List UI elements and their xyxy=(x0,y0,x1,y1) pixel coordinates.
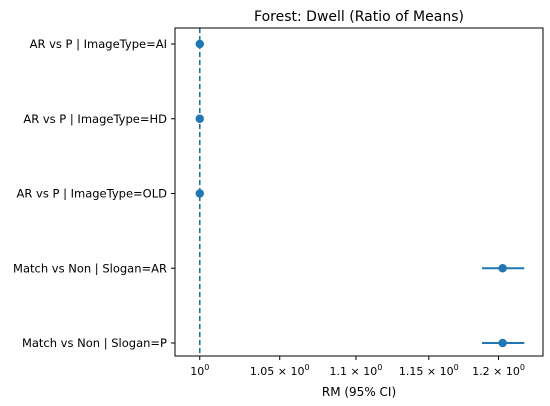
x-tick-label-0: 100 xyxy=(190,363,209,378)
estimate-point-0 xyxy=(195,39,204,49)
row-label-4: Match vs Non | Slogan=P xyxy=(22,336,167,350)
estimate-point-4 xyxy=(498,338,507,348)
x-axis-label: RM (95% CI) xyxy=(322,385,396,399)
estimate-point-3 xyxy=(498,264,507,273)
chart-title: Forest: Dwell (Ratio of Means) xyxy=(254,9,464,25)
estimate-point-1 xyxy=(195,114,204,123)
row-label-3: Match vs Non | Slogan=AR xyxy=(13,261,167,275)
row-label-2: AR vs P | ImageType=OLD xyxy=(17,187,168,201)
plot-area: 100 1.05 × 100 1.1 × 100 1.15 × 100 1.2 × 10… xyxy=(13,27,544,378)
x-tick-label-3: 1.15 × 100 xyxy=(399,363,459,378)
estimate-point-2 xyxy=(195,189,204,198)
row-label-1: AR vs P | ImageType=HD xyxy=(23,112,167,126)
row-label-0: AR vs P | ImageType=AI xyxy=(30,37,167,51)
x-tick-label-4: 1.2 × 100 xyxy=(472,363,525,378)
plot-frame xyxy=(174,27,544,357)
x-tick-label-1: 1.05 × 100 xyxy=(250,363,310,378)
x-tick-label-2: 1.1 × 100 xyxy=(330,363,383,378)
